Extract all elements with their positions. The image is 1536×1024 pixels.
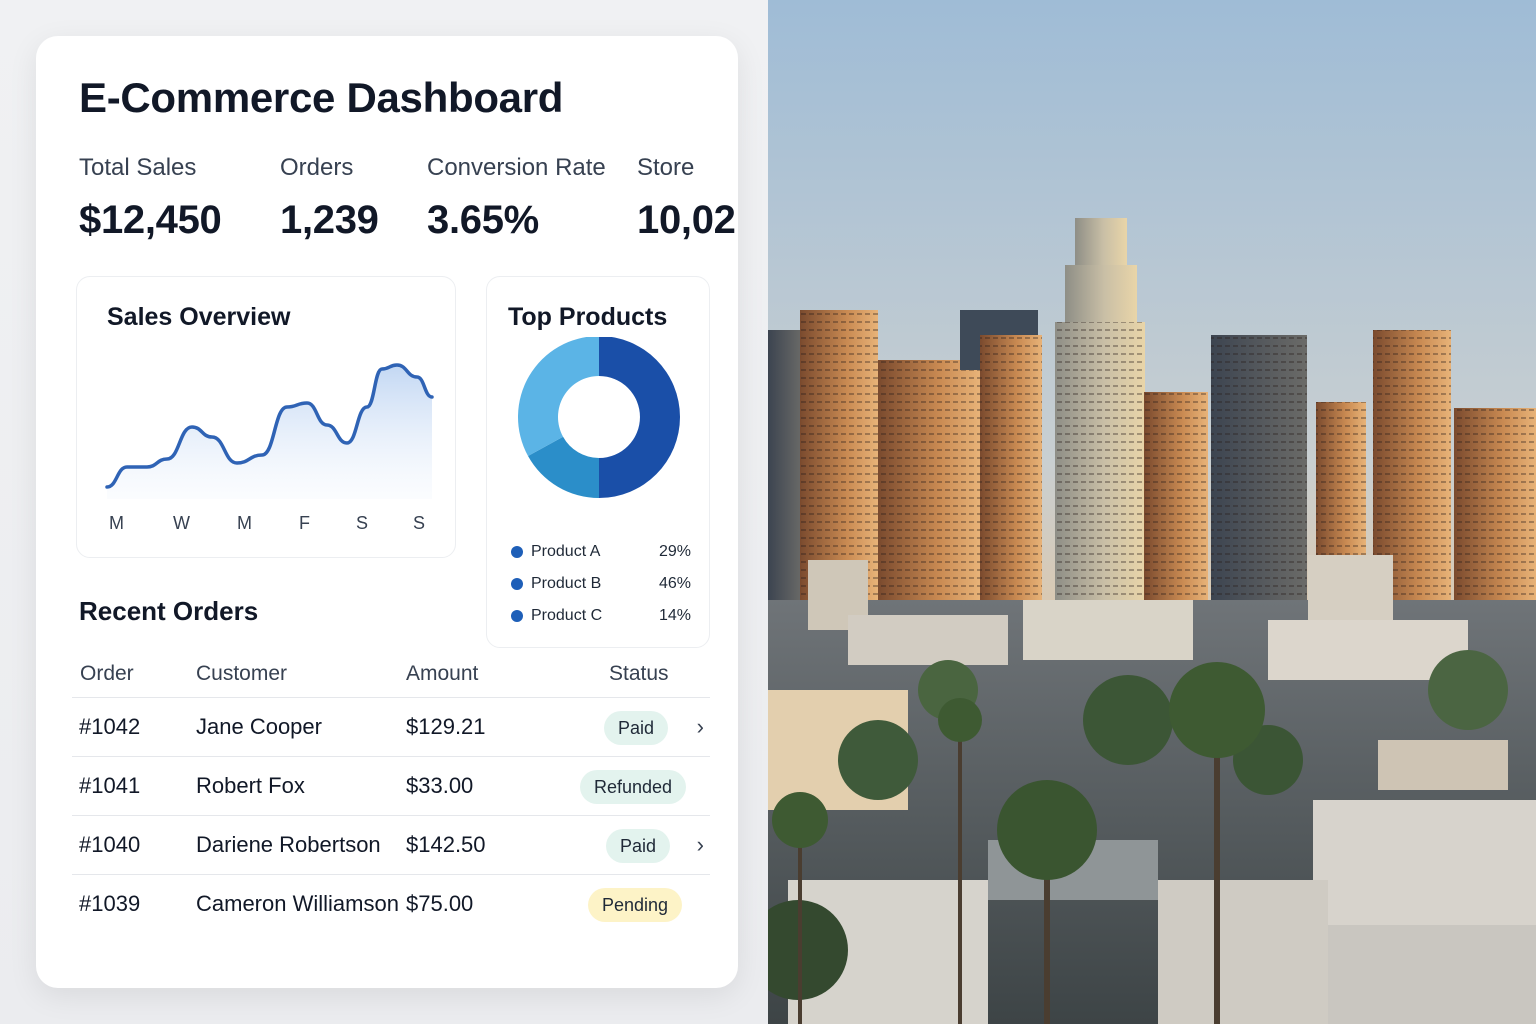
x-tick-label: W bbox=[173, 513, 190, 533]
stat-value: 10,02 bbox=[637, 198, 736, 242]
customer-name: Dariene Robertson bbox=[196, 832, 381, 857]
chevron-right-icon[interactable]: › bbox=[696, 832, 704, 857]
donut-slice-3 bbox=[518, 337, 599, 457]
order-id: #1042 bbox=[79, 714, 141, 739]
customer-name: Robert Fox bbox=[196, 773, 305, 798]
top-products-title: Top Products bbox=[508, 303, 668, 331]
recent-orders-table: Order Customer Amount Status #1042 Jane … bbox=[72, 650, 710, 934]
legend-value: 46% bbox=[658, 575, 691, 592]
status-badge: Refunded bbox=[580, 770, 687, 804]
stat-label: Orders bbox=[280, 154, 354, 181]
recent-orders-title: Recent Orders bbox=[79, 596, 259, 626]
table-header: Order Customer Amount Status bbox=[72, 650, 710, 698]
legend-dot bbox=[511, 546, 523, 558]
x-tick-label: S bbox=[356, 513, 369, 533]
stat-label: Total Sales bbox=[79, 154, 197, 181]
legend-item-product-a: Product A 29% bbox=[511, 543, 691, 561]
donut-slice-1 bbox=[599, 337, 680, 498]
chevron-right-icon[interactable]: › bbox=[696, 714, 704, 739]
table-row[interactable]: #1039 Cameron Williamson $75.00 Pending bbox=[72, 875, 710, 934]
city-skyline-photo bbox=[768, 0, 1536, 1024]
legend-value: 29% bbox=[658, 543, 691, 560]
column-header-order: Order bbox=[80, 662, 134, 685]
sales-series-line bbox=[105, 363, 434, 489]
column-header-amount: Amount bbox=[406, 662, 479, 685]
customer-name: Jane Cooper bbox=[196, 714, 322, 739]
legend-label: Product B bbox=[531, 575, 602, 592]
status-badge: Paid bbox=[606, 829, 671, 863]
order-amount: $75.00 bbox=[406, 891, 474, 916]
x-tick-label: M bbox=[109, 513, 124, 533]
stat-label: Conversion Rate bbox=[427, 154, 606, 181]
stat-store: Store 10,02 bbox=[637, 154, 736, 243]
sales-overview-panel: Sales Overview M W M F S S bbox=[76, 276, 456, 558]
legend-item-product-c: Product C 14% bbox=[511, 607, 691, 625]
legend-value: 14% bbox=[658, 607, 691, 624]
x-tick-label: F bbox=[299, 513, 310, 533]
table-row[interactable]: #1041 Robert Fox $33.00 Refunded bbox=[72, 757, 710, 816]
donut-slice-2 bbox=[528, 436, 599, 498]
order-id: #1041 bbox=[79, 773, 141, 798]
status-badge: Paid bbox=[604, 711, 669, 745]
page-title: E-Commerce Dashboard bbox=[79, 74, 564, 121]
legend-item-product-b: Product B 46% bbox=[511, 575, 691, 593]
x-tick-label: M bbox=[237, 513, 252, 533]
legend-dot bbox=[511, 610, 523, 622]
top-products-panel: Top Products Product A 29% Product B 46%… bbox=[486, 276, 710, 648]
sales-overview-title: Sales Overview bbox=[107, 303, 291, 331]
column-header-status: Status bbox=[609, 662, 669, 685]
table-row[interactable]: #1042 Jane Cooper $129.21 Paid › bbox=[72, 698, 710, 757]
order-amount: $142.50 bbox=[406, 832, 486, 857]
sales-area-fill bbox=[107, 365, 432, 499]
status-badge: Pending bbox=[588, 888, 683, 922]
order-amount: $129.21 bbox=[406, 714, 486, 739]
stat-total-sales: Total Sales $12,450 bbox=[79, 154, 222, 243]
stat-label: Store bbox=[637, 154, 695, 181]
city-skyline-illustration bbox=[768, 0, 1536, 1024]
order-id: #1039 bbox=[79, 891, 141, 916]
order-id: #1040 bbox=[79, 832, 141, 857]
stat-value: 3.65% bbox=[427, 198, 539, 242]
column-header-customer: Customer bbox=[196, 662, 288, 685]
legend-label: Product A bbox=[531, 543, 601, 560]
legend-label: Product C bbox=[531, 607, 603, 624]
x-tick-label: S bbox=[413, 513, 426, 533]
table-row[interactable]: #1040 Dariene Robertson $142.50 Paid › bbox=[72, 816, 710, 875]
order-amount: $33.00 bbox=[406, 773, 474, 798]
legend-dot bbox=[511, 578, 523, 590]
stat-value: 1,239 bbox=[280, 198, 379, 242]
stat-value: $12,450 bbox=[79, 198, 222, 242]
stat-conversion-rate: Conversion Rate 3.65% bbox=[427, 154, 606, 243]
stat-orders: Orders 1,239 bbox=[280, 154, 379, 243]
sales-overview-chart bbox=[105, 363, 434, 499]
dashboard-card: E-Commerce Dashboard Total Sales $12,450… bbox=[36, 36, 738, 988]
customer-name: Cameron Williamson bbox=[196, 891, 399, 916]
top-products-donut-chart bbox=[518, 337, 680, 498]
